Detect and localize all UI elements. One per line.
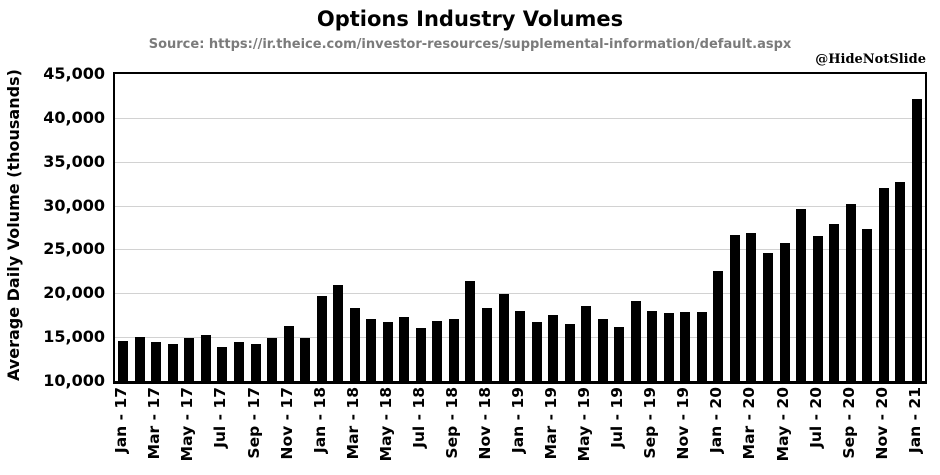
- bar-oct-18: [465, 281, 476, 381]
- bar-jun-19: [597, 318, 608, 381]
- x-tick-label: Jan - 20: [707, 387, 726, 454]
- bar-mar-19: [548, 315, 559, 381]
- bar-jun-20: [796, 209, 806, 381]
- bar-aug-19: [630, 301, 641, 381]
- bar-jul-20: [812, 236, 823, 381]
- bar-nov-19: [680, 311, 691, 381]
- x-tick-label: Nov - 18: [475, 387, 494, 460]
- plot-area: [113, 72, 927, 384]
- y-tick-label: 25,000: [43, 239, 105, 259]
- bar-aug-20: [829, 224, 840, 381]
- bar-jul-18: [415, 328, 426, 381]
- bar-aug-17: [234, 342, 244, 381]
- x-tick-label: Jan - 21: [905, 387, 924, 454]
- gridline: [115, 205, 925, 207]
- x-tick-label: Mar - 18: [343, 387, 362, 460]
- bar-jul-19: [614, 326, 625, 381]
- bar-jan-21: [911, 99, 922, 381]
- bar-feb-19: [531, 322, 542, 381]
- bar-jan-17: [118, 340, 129, 381]
- bar-dec-19: [696, 311, 707, 381]
- bar-apr-18: [366, 318, 377, 381]
- bar-nov-17: [283, 325, 294, 381]
- bar-sep-20: [845, 203, 856, 381]
- bar-nov-18: [481, 308, 492, 381]
- x-tick-label: May - 20: [773, 387, 792, 462]
- bar-dec-20: [895, 181, 906, 381]
- bar-mar-17: [151, 341, 162, 381]
- x-tick-label: Sep - 20: [839, 387, 858, 459]
- chart-title: Options Industry Volumes: [316, 7, 624, 31]
- x-tick-label: May - 18: [376, 387, 395, 462]
- bar-oct-19: [663, 312, 674, 381]
- bar-jan-20: [713, 271, 724, 381]
- bar-apr-20: [763, 252, 773, 381]
- bar-mar-20: [746, 232, 757, 381]
- bar-jun-17: [200, 334, 211, 381]
- bar-feb-20: [729, 234, 740, 381]
- y-tick-label: 30,000: [43, 195, 105, 215]
- x-tick-label: Jul - 19: [608, 387, 627, 448]
- x-tick-label: Mar - 20: [740, 387, 759, 460]
- x-tick-label: Jul - 20: [806, 387, 825, 448]
- gridline: [115, 293, 925, 295]
- bar-dec-17: [300, 338, 311, 381]
- bar-aug-18: [432, 321, 443, 381]
- bar-jan-18: [316, 295, 327, 381]
- y-tick-label: 10,000: [43, 371, 105, 390]
- x-tick-label: Nov - 19: [674, 387, 693, 460]
- bar-jan-19: [515, 310, 525, 381]
- bar-dec-18: [498, 294, 509, 381]
- chart-subtitle: Source: https://ir.theice.com/investor-r…: [148, 37, 792, 52]
- bar-may-18: [382, 322, 393, 381]
- bar-may-17: [184, 338, 195, 381]
- y-tick-label: 35,000: [43, 151, 105, 171]
- watermark: @HideNotSlide: [815, 52, 926, 67]
- x-tick-label: May - 19: [575, 387, 594, 462]
- bar-oct-17: [267, 338, 277, 381]
- bar-sep-18: [448, 318, 459, 381]
- bar-may-19: [581, 305, 592, 381]
- x-tick-label: Nov - 20: [872, 387, 891, 460]
- x-tick-label: Jul - 18: [409, 387, 428, 448]
- bar-mar-18: [349, 308, 360, 381]
- bar-apr-19: [564, 324, 575, 381]
- bar-sep-17: [250, 344, 261, 381]
- bar-jun-18: [399, 317, 410, 381]
- x-tick-label: Jan - 19: [509, 387, 527, 454]
- x-tick-label: Mar - 19: [542, 387, 561, 460]
- bar-oct-20: [862, 229, 873, 381]
- bar-apr-17: [167, 344, 178, 381]
- x-tick-label: Sep - 19: [641, 387, 660, 459]
- bar-sep-19: [647, 310, 658, 381]
- bar-feb-18: [333, 285, 344, 381]
- x-tick-label: Jan - 18: [310, 387, 329, 454]
- x-tick-label: May - 17: [178, 387, 197, 462]
- bar-nov-20: [878, 188, 889, 381]
- gridline: [115, 117, 925, 119]
- x-tick-label: Jan - 17: [112, 387, 131, 454]
- gridline: [115, 161, 925, 163]
- y-tick-label: 45,000: [43, 64, 105, 83]
- bar-jul-17: [217, 346, 228, 381]
- x-tick-label: Mar - 17: [145, 387, 164, 460]
- bar-feb-17: [134, 337, 145, 381]
- y-tick-label: 40,000: [43, 107, 105, 127]
- gridline: [115, 249, 925, 251]
- x-tick-label: Jul - 17: [211, 387, 230, 448]
- x-tick-label: Nov - 17: [277, 387, 296, 460]
- x-tick-label: Sep - 17: [244, 387, 263, 459]
- y-tick-label: 20,000: [43, 283, 105, 303]
- y-tick-label: 15,000: [43, 327, 105, 347]
- bar-may-20: [779, 243, 790, 381]
- x-tick-label: Sep - 18: [442, 387, 461, 459]
